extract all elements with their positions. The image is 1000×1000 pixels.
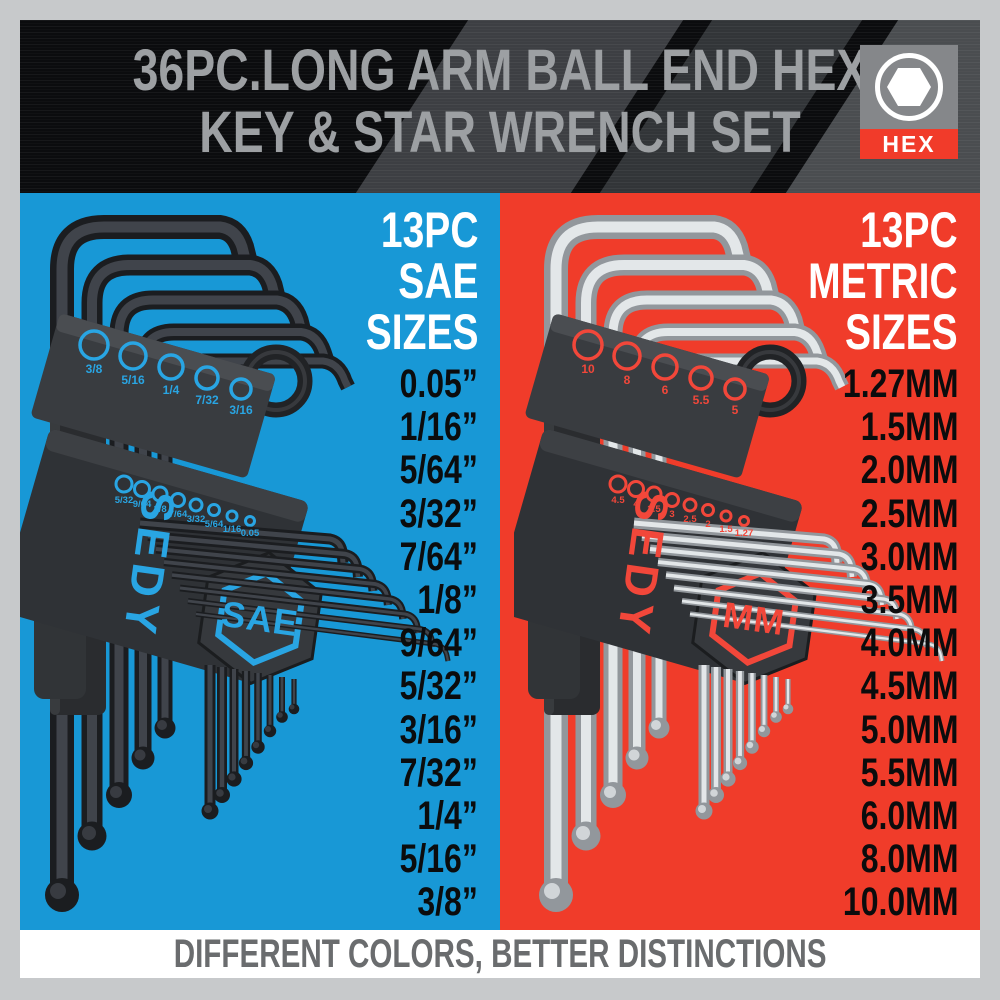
metric-system-label: METRIC: [808, 253, 958, 309]
svg-text:5/16: 5/16: [121, 373, 145, 387]
sae-size-value: 1/16”: [399, 405, 478, 450]
header-banner: 36PC.LONG ARM BALL END HEX KEY & STAR WR…: [20, 20, 980, 193]
svg-text:7/32: 7/32: [195, 393, 219, 407]
svg-text:4.5: 4.5: [611, 495, 625, 506]
sae-size-value: 5/32”: [399, 664, 478, 709]
metric-hex-boss-label: MM: [720, 594, 787, 643]
metric-sizes-word: SIZES: [845, 304, 958, 360]
metric-size-value: 1.27MM: [842, 362, 958, 406]
sae-panel: SEDY SAE 3/8 5/16 1/4 7/32 3/16 5/32 9/6…: [20, 193, 500, 930]
svg-text:2.5: 2.5: [683, 514, 697, 525]
svg-text:10: 10: [581, 362, 595, 376]
sae-size-value: 1/4”: [417, 794, 478, 839]
holder-hole-labels: 10 8 6 5.5 5 4.5 4 3.5 3 2.5 2 1.5 1.27: [581, 362, 753, 539]
metric-size-value: 5.0MM: [860, 707, 958, 752]
sae-size-value: 3/16”: [399, 707, 478, 752]
metric-size-value: 5.5MM: [860, 750, 958, 795]
svg-text:8: 8: [624, 373, 631, 387]
svg-text:1.5: 1.5: [719, 524, 733, 535]
sae-size-value: 5/16”: [399, 837, 478, 882]
circle-outline: [875, 53, 943, 121]
metric-size-value: 8.0MM: [860, 837, 958, 882]
metric-size-value: 3.0MM: [860, 534, 958, 579]
sae-size-value: 3/32”: [399, 491, 478, 536]
metric-column-header: 13PC METRIC SIZES: [809, 205, 958, 358]
product-title-line2: KEY & STAR WRENCH SET: [199, 100, 801, 165]
svg-text:2: 2: [705, 519, 710, 530]
svg-text:5: 5: [732, 403, 739, 417]
svg-text:4: 4: [633, 499, 639, 510]
svg-text:1/16: 1/16: [223, 524, 242, 535]
product-title-line1: 36PC.LONG ARM BALL END HEX: [132, 38, 868, 103]
metric-panel: SEDY MM 10 8 6 5.5 5 4.5 4 3.5 3 2.5 2 1…: [500, 193, 980, 930]
hexagon-in-circle-icon: [860, 45, 958, 129]
metric-size-value: 1.5MM: [860, 405, 958, 450]
metric-size-value: 3.5MM: [860, 578, 958, 623]
svg-text:3: 3: [669, 509, 674, 520]
metric-size-value: 4.5MM: [860, 664, 958, 709]
sae-count-label: 13PC: [380, 202, 478, 258]
metric-size-value: 10.0MM: [842, 880, 958, 925]
hexagon-icon: [887, 68, 931, 106]
sae-system-label: SAE: [397, 253, 478, 309]
sae-size-value: 3/8”: [417, 880, 478, 925]
svg-text:9/64: 9/64: [133, 499, 152, 510]
comparison-panels: SEDY SAE 3/8 5/16 1/4 7/32 3/16 5/32 9/6…: [20, 193, 980, 930]
metric-size-list: 1.27MM 1.5MM 2.0MM 2.5MM 3.0MM 3.5MM 4.0MM 4.5M…: [842, 362, 958, 925]
sae-sizes-word: SIZES: [365, 304, 478, 360]
svg-text:3/16: 3/16: [229, 403, 253, 417]
svg-text:3/32: 3/32: [187, 514, 206, 525]
svg-text:5/64: 5/64: [205, 519, 224, 530]
svg-text:5.5: 5.5: [693, 393, 710, 407]
sae-size-value: 7/64”: [399, 534, 478, 579]
svg-text:6: 6: [662, 383, 669, 397]
sae-column-header: 13PC SAE SIZES: [365, 205, 478, 358]
product-title: 36PC.LONG ARM BALL END HEX KEY & STAR WR…: [116, 20, 884, 164]
metric-size-value: 2.5MM: [860, 491, 958, 536]
sae-size-value: 5/64”: [399, 448, 478, 493]
hex-badge-label: HEX: [860, 129, 958, 159]
svg-text:1.27: 1.27: [735, 528, 754, 539]
sae-size-value: 1/8”: [417, 578, 478, 623]
sae-size-list: 0.05” 1/16” 5/64” 3/32” 7/64” 1/8” 9/64” 5/32” 3…: [399, 362, 478, 925]
svg-text:3.5: 3.5: [647, 504, 661, 515]
hex-type-badge: HEX: [860, 45, 958, 159]
sae-hex-key-set-photo: SEDY SAE 3/8 5/16 1/4 7/32 3/16 5/32 9/6…: [20, 193, 500, 930]
sae-size-value: 0.05”: [399, 362, 478, 406]
sae-size-value: 7/32”: [399, 750, 478, 795]
svg-text:0.05: 0.05: [241, 528, 260, 539]
svg-text:5/32: 5/32: [115, 495, 134, 506]
svg-text:7/64: 7/64: [169, 509, 188, 520]
svg-text:3/8: 3/8: [86, 362, 103, 376]
svg-text:1/8: 1/8: [153, 504, 166, 515]
sae-size-value: 9/64”: [399, 621, 478, 666]
metric-hex-key-set-photo: SEDY MM 10 8 6 5.5 5 4.5 4 3.5 3 2.5 2 1…: [514, 193, 980, 930]
metric-size-value: 2.0MM: [860, 448, 958, 493]
metric-count-label: 13PC: [860, 202, 958, 258]
footer-tagline: DIFFERENT COLORS, BETTER DISTINCTIONS: [173, 931, 827, 976]
metric-size-value: 6.0MM: [860, 794, 958, 839]
holder-hole-labels: 3/8 5/16 1/4 7/32 3/16 5/32 9/64 1/8 7/6…: [86, 362, 260, 539]
metric-size-value: 4.0MM: [860, 621, 958, 666]
footer-banner: DIFFERENT COLORS, BETTER DISTINCTIONS: [20, 930, 980, 978]
svg-text:1/4: 1/4: [163, 383, 180, 397]
